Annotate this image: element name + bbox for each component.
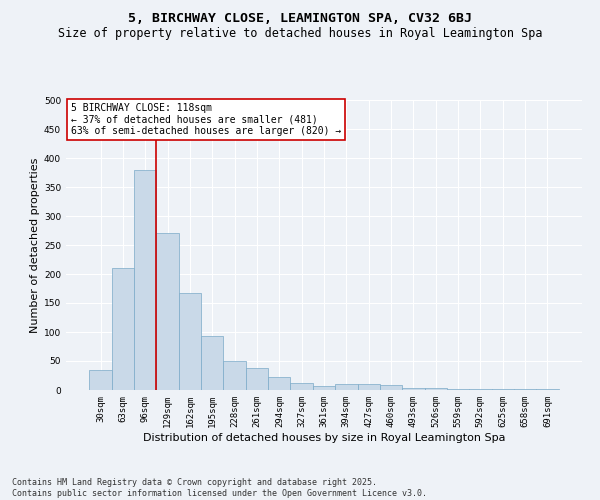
Bar [179, 292, 201, 390]
Bar [290, 383, 313, 390]
Text: Contains HM Land Registry data © Crown copyright and database right 2025.
Contai: Contains HM Land Registry data © Crown c… [12, 478, 427, 498]
Text: 5 BIRCHWAY CLOSE: 118sqm
← 37% of detached houses are smaller (481)
63% of semi-: 5 BIRCHWAY CLOSE: 118sqm ← 37% of detach… [71, 103, 341, 136]
Bar [89, 370, 112, 390]
Bar [223, 361, 246, 390]
Y-axis label: Number of detached properties: Number of detached properties [30, 158, 40, 332]
X-axis label: Distribution of detached houses by size in Royal Leamington Spa: Distribution of detached houses by size … [143, 432, 505, 442]
Bar [425, 388, 447, 390]
Bar [157, 234, 179, 390]
Bar [335, 384, 358, 390]
Bar [268, 377, 290, 390]
Bar [134, 170, 157, 390]
Bar [313, 386, 335, 390]
Text: Size of property relative to detached houses in Royal Leamington Spa: Size of property relative to detached ho… [58, 28, 542, 40]
Bar [246, 368, 268, 390]
Bar [358, 384, 380, 390]
Bar [380, 386, 402, 390]
Text: 5, BIRCHWAY CLOSE, LEAMINGTON SPA, CV32 6BJ: 5, BIRCHWAY CLOSE, LEAMINGTON SPA, CV32 … [128, 12, 472, 26]
Bar [402, 388, 425, 390]
Bar [201, 336, 223, 390]
Bar [447, 389, 469, 390]
Bar [112, 268, 134, 390]
